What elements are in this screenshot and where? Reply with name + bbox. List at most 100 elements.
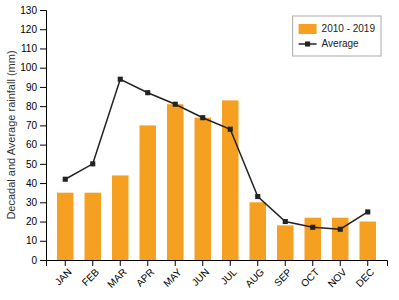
x-tick-mark — [285, 260, 286, 266]
y-tick-mark — [40, 87, 46, 88]
x-tick-label: OCT — [299, 266, 322, 289]
x-tick-mark — [367, 260, 368, 266]
marker — [200, 115, 205, 120]
x-tick-mark — [340, 260, 341, 266]
x-tick-label: APR — [134, 266, 156, 288]
marker — [365, 209, 370, 214]
y-tick-mark — [40, 48, 46, 49]
marker — [63, 177, 68, 182]
y-tick-label: 100 — [20, 62, 37, 73]
marker — [283, 219, 288, 224]
marker — [173, 102, 178, 107]
x-tick: MAR — [105, 260, 129, 290]
chart: 0 10 20 30 40 50 60 70 80 90 100 110 120 130 JAN FEBMAR… — [0, 0, 399, 300]
plot: 0 10 20 30 40 50 60 70 80 90 100 110 120 130 JAN FEBMAR… — [20, 5, 387, 290]
axis-domain — [40, 11, 47, 261]
bar — [305, 218, 322, 260]
x-tick-mark — [147, 260, 148, 266]
x-tick-mark — [230, 260, 231, 266]
marker — [228, 127, 233, 132]
marker — [90, 161, 95, 166]
x-tick: AUG — [243, 260, 266, 289]
y-tick: 0 — [31, 255, 46, 266]
x-tick-label: FEB — [80, 266, 102, 288]
y-tick: 60 — [26, 139, 46, 150]
marks — [57, 77, 376, 260]
x-axis: JAN FEBMARAPRMAY JUN JULAUG SEPOCTNOVDEC — [47, 260, 388, 290]
y-tick: 50 — [26, 159, 46, 170]
y-tick-mark — [40, 29, 46, 30]
y-tick-label: 40 — [26, 178, 38, 189]
x-tick-label: AUG — [243, 266, 266, 289]
bar — [222, 100, 239, 260]
x-tick: JAN — [53, 260, 74, 288]
x-tick-mark — [92, 260, 93, 266]
x-tick: SEP — [272, 260, 294, 288]
bar — [195, 118, 212, 260]
legend-label: 2010 - 2019 — [322, 23, 376, 34]
marker-series — [63, 77, 371, 232]
x-tick: DEC — [354, 260, 377, 289]
line — [65, 79, 368, 229]
y-tick: 120 — [20, 24, 46, 35]
legend: 2010 - 2019Average — [293, 16, 381, 56]
x-tick-label: JAN — [53, 266, 74, 287]
y-tick-mark — [40, 125, 46, 126]
y-tick: 80 — [26, 101, 46, 112]
x-tick-label: MAY — [161, 266, 184, 289]
x-tick: JUL — [218, 260, 239, 287]
y-tick: 70 — [26, 120, 46, 131]
y-tick-mark — [40, 241, 46, 242]
x-tick: JUN — [190, 260, 212, 288]
y-tick-label: 60 — [26, 139, 38, 150]
x-tick-label: SEP — [272, 266, 294, 288]
x-tick-label: JUL — [218, 266, 239, 287]
bar — [360, 222, 377, 260]
x-tick-mark — [120, 260, 121, 266]
y-tick-label: 0 — [31, 255, 37, 266]
x-tick-label: MAR — [105, 266, 129, 290]
marker — [255, 194, 260, 199]
x-tick-label: NOV — [326, 266, 349, 289]
x-tick: APR — [134, 260, 156, 289]
bar — [167, 104, 184, 260]
y-tick-label: 30 — [26, 197, 38, 208]
x-tick: FEB — [80, 260, 102, 288]
bar — [140, 125, 157, 260]
y-tick-label: 70 — [26, 120, 38, 131]
x-tick-mark — [175, 260, 176, 266]
y-tick-mark — [40, 260, 46, 261]
marker — [118, 77, 123, 82]
marker — [310, 225, 315, 230]
x-tick-label: JUN — [190, 266, 212, 288]
bar — [57, 193, 74, 260]
y-tick: 130 — [20, 5, 46, 16]
y-tick-mark — [40, 68, 46, 69]
y-tick: 40 — [26, 178, 46, 189]
y-tick: 110 — [21, 43, 46, 54]
bar — [250, 202, 267, 260]
y-tick-label: 110 — [21, 43, 37, 54]
bar — [277, 225, 294, 260]
y-tick-label: 120 — [20, 24, 37, 35]
y-tick-label: 130 — [20, 5, 37, 16]
y-axis: 0 10 20 30 40 50 60 70 80 90 100 110 120 130 — [20, 5, 46, 266]
x-tick: NOV — [326, 260, 349, 289]
x-tick: OCT — [299, 260, 322, 289]
legend-box — [293, 16, 381, 56]
x-tick-mark — [202, 260, 203, 266]
y-tick-mark — [40, 202, 46, 203]
legend-item: 2010 - 2019 — [299, 23, 376, 34]
y-tick: 10 — [26, 235, 46, 246]
y-tick-label: 20 — [26, 216, 38, 227]
x-tick-mark — [312, 260, 313, 266]
bar — [332, 218, 349, 260]
y-tick: 20 — [26, 216, 46, 227]
y-tick-label: 50 — [26, 159, 38, 170]
bar — [112, 175, 129, 260]
y-tick-mark — [40, 106, 46, 107]
axis-domain — [47, 261, 388, 267]
y-tick-mark — [40, 222, 46, 223]
y-tick-mark — [40, 183, 46, 184]
y-tick: 90 — [26, 82, 46, 93]
